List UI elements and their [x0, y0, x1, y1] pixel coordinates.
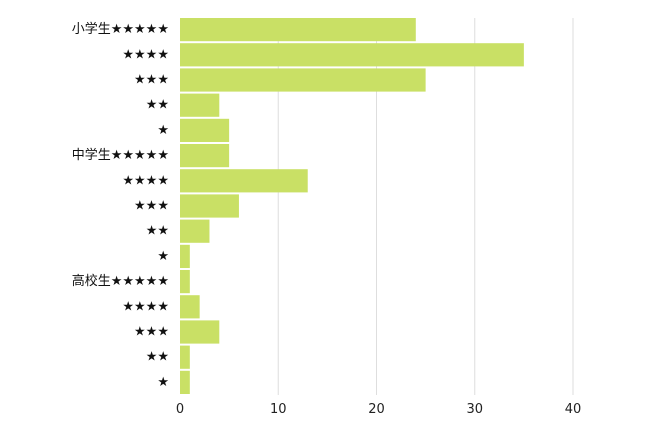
bar — [180, 194, 239, 218]
bar — [180, 18, 416, 42]
category-label: ★★★ — [134, 199, 169, 214]
category-label: 中学生★★★★★ — [72, 147, 169, 163]
category-label: ★★★ — [134, 73, 169, 88]
bar — [180, 345, 190, 369]
category-label: ★★★★ — [122, 173, 169, 188]
category-label: ★★★★ — [122, 299, 169, 314]
bar — [180, 295, 200, 319]
category-label: ★ — [157, 123, 169, 138]
bar — [180, 219, 210, 243]
category-label: 高校生★★★★★ — [72, 273, 169, 289]
x-tick-label: 40 — [565, 402, 582, 417]
x-tick-label: 10 — [270, 402, 287, 417]
bar — [180, 169, 308, 193]
category-label: ★★ — [146, 98, 169, 113]
category-label: ★★★ — [134, 325, 169, 340]
bar — [180, 144, 230, 168]
category-label: ★★ — [146, 224, 169, 239]
x-axis-tick-labels: 0 10 20 30 40 — [176, 402, 581, 417]
bar — [180, 43, 524, 67]
bar — [180, 93, 220, 117]
bar — [180, 244, 190, 268]
bar — [180, 270, 190, 294]
bar — [180, 370, 190, 394]
category-labels: 小学生★★★★★★★★★★★★★★★中学生★★★★★★★★★★★★★★★高校生★… — [72, 21, 169, 390]
bar — [180, 320, 220, 344]
bars — [180, 18, 524, 394]
x-tick-label: 30 — [466, 402, 483, 417]
category-label: ★ — [157, 375, 169, 390]
category-label: ★★★★ — [122, 47, 169, 62]
category-label: 小学生★★★★★ — [72, 21, 169, 37]
x-tick-label: 0 — [176, 402, 184, 417]
bar — [180, 118, 230, 142]
category-label: ★ — [157, 249, 169, 264]
bar — [180, 68, 426, 92]
x-tick-label: 20 — [368, 402, 385, 417]
category-label: ★★ — [146, 350, 169, 365]
